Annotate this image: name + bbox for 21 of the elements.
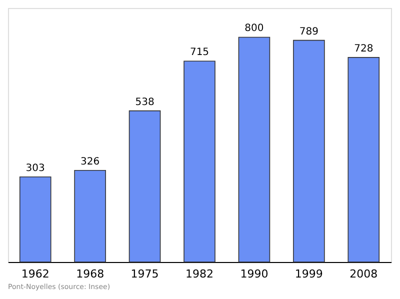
bar (184, 60, 216, 262)
bar (19, 176, 52, 262)
x-tick-label: 1962 (21, 268, 50, 280)
data-label: 326 (80, 156, 100, 168)
x-tick-label: 1968 (76, 268, 104, 280)
data-label: 303 (26, 162, 45, 174)
x-tick-label: 2008 (350, 268, 378, 280)
x-tick-label: 1999 (294, 268, 323, 280)
data-label: 715 (190, 47, 210, 58)
data-label: 800 (244, 23, 264, 34)
data-label: 538 (135, 96, 154, 108)
bar (348, 57, 380, 262)
x-tick-label: 1975 (130, 268, 159, 280)
data-label: 728 (354, 43, 374, 54)
bar (238, 36, 270, 262)
x-tick-label: 1990 (240, 268, 268, 280)
bar (74, 170, 106, 262)
bar (293, 40, 325, 262)
x-tick-label: 1982 (186, 268, 214, 280)
bar (128, 110, 161, 262)
data-label: 789 (299, 26, 318, 38)
